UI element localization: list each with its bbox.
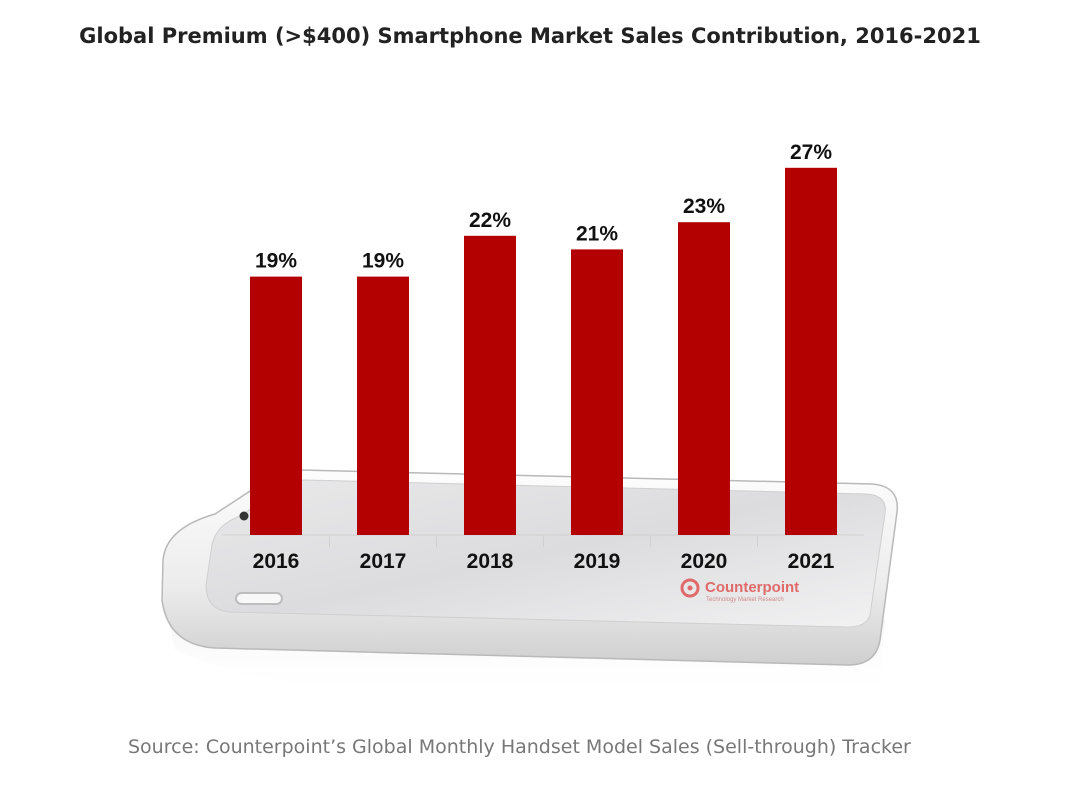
- phone-screen: [205, 479, 886, 628]
- bar-2019: [571, 249, 623, 535]
- data-label-2018: 22%: [469, 209, 511, 232]
- chart-title: Global Premium (>$400) Smartphone Market…: [79, 24, 981, 48]
- data-label-2016: 19%: [255, 250, 297, 273]
- counterpoint-logo-icon: [680, 578, 700, 598]
- tick-label-2018: 2018: [467, 550, 514, 573]
- data-label-2017: 19%: [362, 250, 404, 273]
- phone-camera: [239, 511, 249, 521]
- bar-2017: [357, 276, 409, 535]
- source-note: Source: Counterpoint’s Global Monthly Ha…: [128, 736, 911, 758]
- home-button: [235, 592, 283, 605]
- tick-label-2019: 2019: [574, 550, 621, 573]
- bar-2018: [464, 235, 516, 536]
- counterpoint-logo: Counterpoint Technology Market Research: [680, 578, 799, 603]
- tick-label-2021: 2021: [788, 550, 835, 573]
- data-label-2020: 23%: [683, 195, 725, 218]
- tick-label-2016: 2016: [253, 550, 300, 573]
- tick-label-2017: 2017: [360, 550, 407, 573]
- logo-tagline: Technology Market Research: [706, 597, 784, 603]
- bars-group: 19% 2016 19% 2017 22% 2018 21% 2019 23% 2020 27% 20…: [250, 141, 837, 573]
- data-label-2021: 27%: [790, 141, 832, 164]
- bar-2020: [678, 222, 730, 535]
- data-label-2019: 21%: [576, 222, 618, 245]
- bar-2016: [250, 276, 302, 535]
- tick-label-2020: 2020: [681, 550, 728, 573]
- logo-name: Counterpoint: [705, 579, 799, 596]
- bar-2021: [785, 167, 837, 536]
